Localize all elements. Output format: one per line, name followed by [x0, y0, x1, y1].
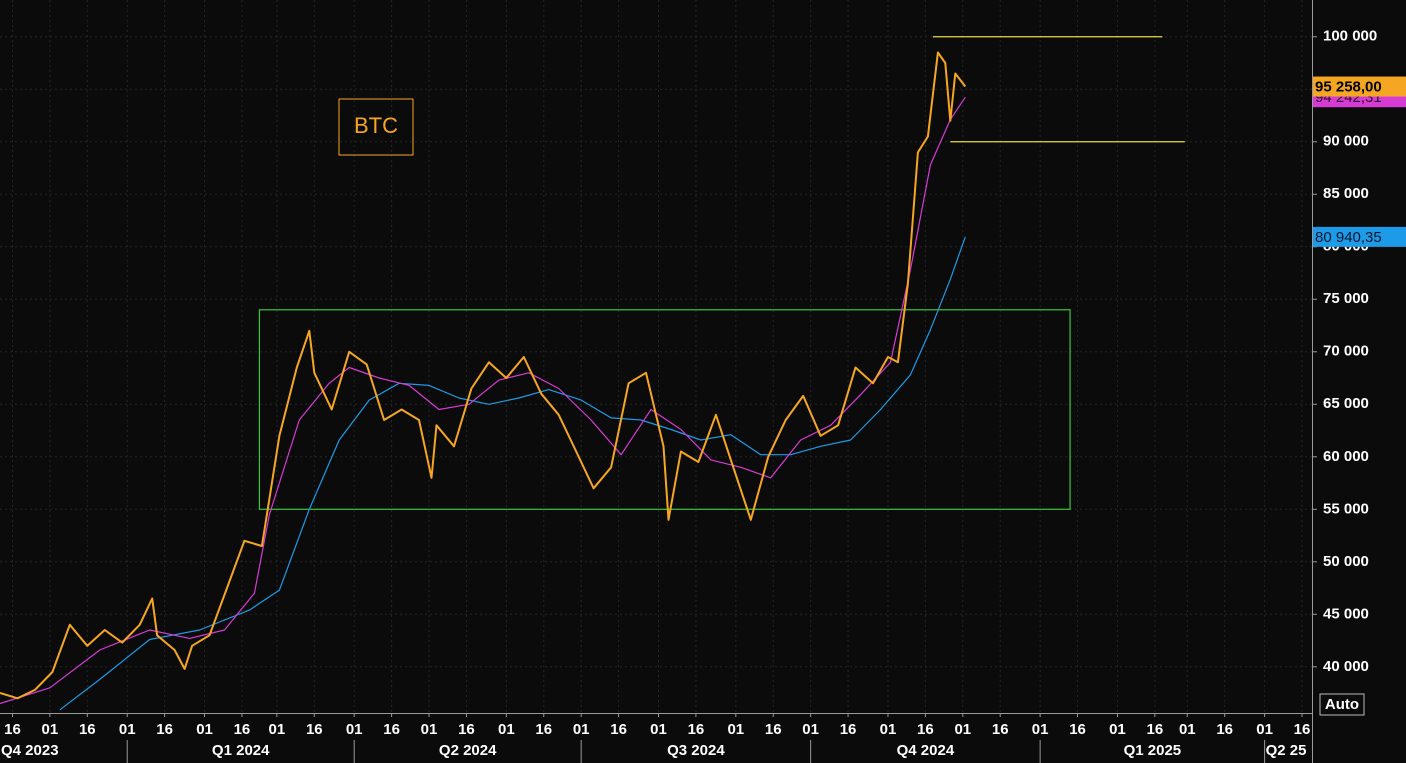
x-tick-label: 16: [1294, 721, 1311, 738]
x-tick-label: 01: [1256, 721, 1273, 738]
x-tick-label: 01: [269, 721, 286, 738]
last-value-box: [1313, 226, 1406, 247]
y-tick-label: 100 000: [1323, 28, 1377, 45]
x-tick-label: 01: [1032, 721, 1049, 738]
y-tick-label: 50 000: [1323, 553, 1369, 570]
x-tick-label: 01: [802, 721, 819, 738]
x-tick-label: 01: [196, 721, 213, 738]
y-tick-label: 60 000: [1323, 448, 1369, 465]
x-tick-label: 16: [156, 721, 173, 738]
x-tick-label: 16: [765, 721, 782, 738]
chart-title: BTC: [354, 113, 398, 138]
x-tick-label: 01: [650, 721, 667, 738]
y-tick-label: 85 000: [1323, 185, 1369, 202]
x-tick-label: 01: [727, 721, 744, 738]
title-box: [338, 98, 414, 156]
series-line: [0, 51, 967, 700]
x-tick-label: 01: [421, 721, 438, 738]
x-tick-label: 16: [79, 721, 96, 738]
x-tick-label: 16: [535, 721, 552, 738]
plot-area: [0, 36, 1185, 711]
x-tick-label: 01: [880, 721, 897, 738]
auto-button-frame[interactable]: [1319, 693, 1365, 716]
x-tick-label: 16: [306, 721, 323, 738]
quarter-label: Q1 2025: [1124, 742, 1182, 759]
grid: [0, 0, 1312, 713]
quarter-label: Q4 2023: [1, 742, 59, 759]
axes: 40 000 45 000 50 000 55 000 60 000 65 000 70 0…: [1, 28, 1406, 763]
y-tick-label: 45 000: [1323, 605, 1369, 622]
auto-button[interactable]: Auto: [1325, 696, 1359, 713]
x-tick-label: 01: [346, 721, 363, 738]
x-tick-label: 16: [1069, 721, 1086, 738]
x-tick-label: 16: [4, 721, 21, 738]
range-box: [258, 309, 1071, 510]
x-tick-label: 16: [840, 721, 857, 738]
x-tick-label: 16: [234, 721, 251, 738]
quarter-label: Q2 25: [1266, 742, 1307, 759]
last-value-label: 80 940,35: [1315, 229, 1382, 246]
x-tick-label: 16: [992, 721, 1009, 738]
x-tick-label: 01: [1109, 721, 1126, 738]
last-value-box: [1313, 76, 1406, 97]
x-tick-label: 16: [383, 721, 400, 738]
x-tick-label: 01: [573, 721, 590, 738]
y-tick-label: 65 000: [1323, 395, 1369, 412]
y-tick-label: 40 000: [1323, 658, 1369, 675]
y-tick-label: 90 000: [1323, 133, 1369, 150]
quarter-label: Q3 2024: [667, 742, 725, 759]
y-tick-label: 55 000: [1323, 500, 1369, 517]
quarter-label: Q1 2024: [212, 742, 270, 759]
x-tick-label: 16: [1216, 721, 1233, 738]
x-tick-label: 16: [688, 721, 705, 738]
quarter-label: Q4 2024: [897, 742, 955, 759]
y-tick-label: 70 000: [1323, 343, 1369, 360]
y-tick-label: 75 000: [1323, 290, 1369, 307]
x-tick-label: 01: [498, 721, 515, 738]
x-tick-label: 01: [1179, 721, 1196, 738]
x-tick-label: 01: [954, 721, 971, 738]
x-tick-label: 16: [1147, 721, 1164, 738]
x-tick-label: 16: [917, 721, 934, 738]
x-tick-label: 01: [119, 721, 136, 738]
x-tick-label: 16: [458, 721, 475, 738]
x-tick-label: 16: [610, 721, 627, 738]
quarter-label: Q2 2024: [439, 742, 497, 759]
last-value-label: 95 258,00: [1315, 79, 1382, 96]
series-line: [0, 96, 966, 705]
x-tick-label: 01: [42, 721, 59, 738]
